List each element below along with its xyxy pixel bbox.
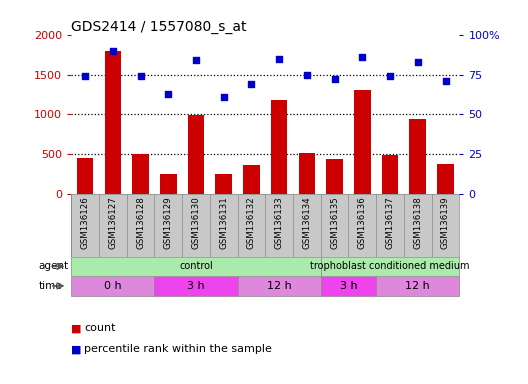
- Point: [386, 73, 394, 79]
- Bar: [354, 90, 371, 194]
- Point: [164, 91, 173, 97]
- Bar: [243, 165, 260, 194]
- Bar: [71, 276, 154, 296]
- Text: GSM136129: GSM136129: [164, 196, 173, 249]
- Text: GSM136131: GSM136131: [219, 196, 228, 249]
- Text: 3 h: 3 h: [340, 281, 357, 291]
- Text: GSM136133: GSM136133: [275, 196, 284, 249]
- Bar: [382, 155, 398, 194]
- Bar: [160, 174, 176, 194]
- Text: 0 h: 0 h: [104, 281, 121, 291]
- Text: GSM136139: GSM136139: [441, 196, 450, 249]
- Point: [358, 54, 366, 60]
- Text: ■: ■: [71, 323, 82, 333]
- Text: time: time: [39, 281, 62, 291]
- Text: 3 h: 3 h: [187, 281, 205, 291]
- Point: [192, 57, 200, 63]
- Bar: [188, 115, 204, 194]
- Bar: [299, 153, 315, 194]
- Bar: [271, 100, 288, 194]
- Point: [81, 73, 89, 79]
- Bar: [215, 174, 232, 194]
- Bar: [132, 154, 149, 194]
- Bar: [71, 257, 321, 276]
- Point: [275, 55, 284, 61]
- Point: [109, 48, 117, 54]
- Text: count: count: [84, 323, 116, 333]
- Bar: [376, 276, 459, 296]
- Text: GSM136128: GSM136128: [136, 196, 145, 249]
- Text: GSM136132: GSM136132: [247, 196, 256, 249]
- Point: [136, 73, 145, 79]
- Text: 12 h: 12 h: [267, 281, 291, 291]
- Text: 12 h: 12 h: [406, 281, 430, 291]
- Bar: [77, 159, 93, 194]
- Text: GSM136136: GSM136136: [358, 196, 367, 249]
- Bar: [326, 159, 343, 194]
- Text: ■: ■: [71, 344, 82, 354]
- Bar: [154, 276, 238, 296]
- Point: [413, 59, 422, 65]
- Bar: [437, 164, 454, 194]
- Bar: [321, 257, 459, 276]
- Bar: [321, 276, 376, 296]
- Text: percentile rank within the sample: percentile rank within the sample: [84, 344, 272, 354]
- Point: [247, 81, 256, 87]
- Point: [441, 78, 450, 84]
- Text: GSM136126: GSM136126: [81, 196, 90, 249]
- Bar: [238, 276, 321, 296]
- Bar: [410, 119, 426, 194]
- Text: GSM136137: GSM136137: [385, 196, 394, 249]
- Point: [331, 76, 339, 83]
- Text: GSM136127: GSM136127: [108, 196, 117, 249]
- Text: GSM136134: GSM136134: [303, 196, 312, 249]
- Text: agent: agent: [39, 262, 69, 271]
- Point: [220, 94, 228, 100]
- Text: GSM136138: GSM136138: [413, 196, 422, 249]
- Text: trophoblast conditioned medium: trophoblast conditioned medium: [310, 262, 470, 271]
- Text: GSM136135: GSM136135: [330, 196, 339, 249]
- Text: GDS2414 / 1557080_s_at: GDS2414 / 1557080_s_at: [71, 20, 247, 33]
- Text: GSM136130: GSM136130: [192, 196, 201, 249]
- Text: control: control: [179, 262, 213, 271]
- Bar: [105, 51, 121, 194]
- Point: [303, 71, 311, 78]
